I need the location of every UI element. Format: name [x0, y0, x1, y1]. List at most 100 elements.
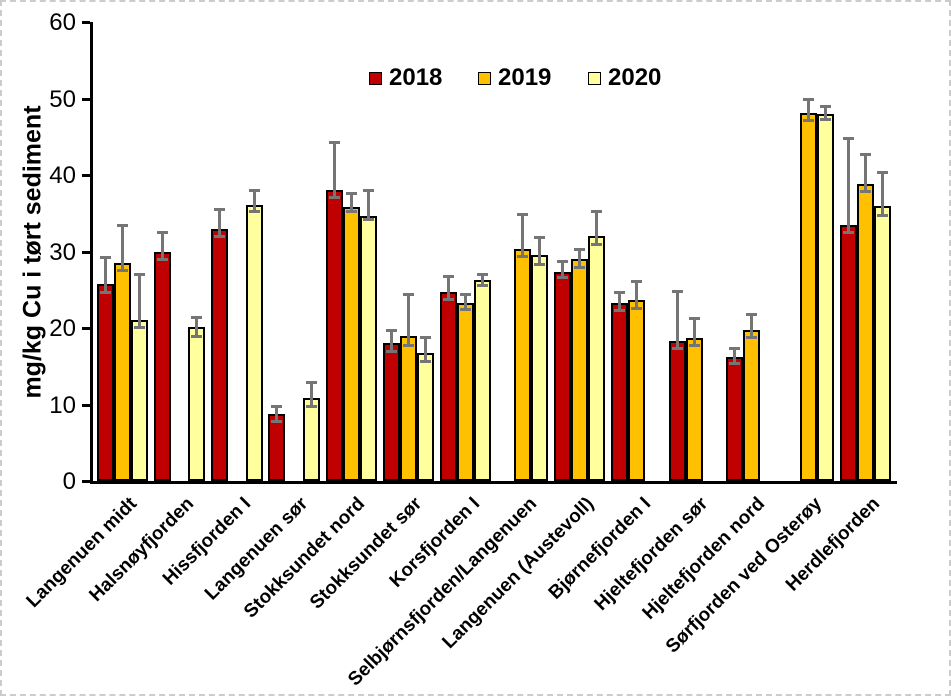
legend-swatch-2019 — [478, 71, 491, 85]
error-bar-stem — [732, 347, 736, 364]
error-bar-cap-top — [477, 272, 489, 276]
error-bar-cap-top — [271, 405, 283, 409]
legend-item-2019: 2019 — [478, 66, 551, 90]
error-bar-stem — [824, 106, 827, 120]
legend-label-2019: 2019 — [498, 64, 552, 91]
bar-2018-6 — [439, 292, 457, 481]
error-bar-cap-bottom — [688, 343, 700, 347]
error-bar-stem — [161, 231, 165, 260]
y-tick-label: 50 — [49, 85, 76, 113]
error-bar-stem — [618, 292, 622, 312]
error-bar-cap-bottom — [614, 309, 626, 313]
error-bar-stem — [749, 314, 753, 338]
y-axis-tick — [82, 97, 90, 101]
error-bar-stem — [578, 249, 582, 269]
bar-2020-7 — [531, 255, 549, 481]
error-bar-cap-top — [631, 280, 643, 284]
error-bar-stem — [561, 261, 565, 279]
error-bar-cap-top — [591, 209, 603, 213]
error-bar-stem — [332, 142, 336, 198]
bar-2018-0 — [97, 283, 114, 481]
x-axis-label: Langenuen sør — [201, 493, 313, 605]
error-bar-cap-bottom — [328, 195, 340, 199]
error-bar-cap-top — [248, 188, 260, 192]
bar-2018-13 — [839, 225, 857, 481]
y-axis-tick — [82, 480, 90, 483]
bar-2018-5 — [382, 342, 400, 481]
y-axis-tick — [82, 21, 90, 24]
error-bar-stem — [366, 190, 370, 221]
error-bar-cap-top — [134, 273, 146, 277]
error-bar-cap-top — [671, 290, 683, 294]
error-bar-cap-top — [100, 255, 111, 259]
error-bar-stem — [121, 224, 125, 272]
error-bar-cap-top — [157, 230, 169, 234]
error-bar-stem — [864, 153, 868, 192]
bar-2018-1 — [154, 251, 172, 481]
x-axis-label: Halsnøyfjorden — [85, 493, 198, 606]
legend-label-2018: 2018 — [389, 64, 443, 91]
legend-swatch-2020 — [588, 71, 601, 85]
error-bar-cap-top — [191, 316, 203, 320]
bar-2020-0 — [131, 320, 149, 481]
error-bar-cap-top — [385, 329, 397, 333]
error-bar-cap-top — [442, 274, 454, 278]
error-bar-cap-top — [214, 207, 226, 211]
error-bar-stem — [389, 330, 393, 352]
error-bar-cap-bottom — [100, 290, 111, 294]
error-bar-cap-bottom — [802, 118, 814, 122]
error-bar-stem — [846, 137, 850, 234]
error-bar-cap-bottom — [671, 346, 683, 350]
y-tick-label: 10 — [49, 391, 76, 419]
error-bar-stem — [635, 281, 639, 309]
error-bar-stem — [275, 406, 279, 423]
bar-2019-8 — [571, 259, 589, 481]
bar-2020-13 — [874, 206, 892, 481]
bar-2019-7 — [514, 249, 532, 481]
bar-2020-3 — [302, 398, 320, 481]
legend-item-2020: 2020 — [588, 66, 661, 90]
error-bar-stem — [595, 210, 599, 245]
error-bar-cap-top — [820, 105, 831, 109]
error-bar-cap-top — [517, 213, 529, 216]
error-bar-cap-top — [402, 293, 414, 297]
error-bar-cap-bottom — [402, 343, 414, 347]
error-bar-cap-bottom — [362, 218, 374, 222]
bar-2018-8 — [554, 272, 572, 481]
bar-2019-6 — [457, 302, 474, 481]
error-bar-stem — [349, 193, 353, 212]
bar-2019-13 — [857, 184, 875, 481]
bar-2019-10 — [685, 337, 703, 481]
error-bar-cap-top — [460, 292, 471, 296]
error-bar-cap-bottom — [442, 298, 454, 302]
y-tick-label: 30 — [49, 238, 76, 266]
error-bar-stem — [806, 98, 810, 121]
bar-2018-2 — [211, 228, 229, 481]
error-bar-cap-bottom — [557, 276, 569, 280]
legend-item-2018: 2018 — [369, 66, 442, 90]
y-tick-label: 60 — [49, 9, 76, 36]
error-bar-stem — [481, 273, 485, 286]
error-bar-cap-bottom — [877, 213, 889, 217]
error-bar-stem — [675, 291, 679, 349]
error-bar-cap-top — [557, 260, 569, 264]
error-bar-stem — [218, 208, 222, 237]
error-bar-cap-bottom — [477, 283, 489, 287]
error-bar-cap-top — [419, 336, 431, 340]
y-axis-tick — [82, 250, 90, 254]
bar-2020-2 — [245, 204, 263, 481]
y-tick-label: 0 — [62, 468, 76, 495]
legend-swatch-2018 — [369, 71, 382, 85]
bar-2018-3 — [268, 413, 286, 481]
error-bar-cap-bottom — [460, 308, 471, 312]
y-tick-label: 40 — [49, 162, 76, 189]
error-bar-cap-bottom — [134, 326, 146, 329]
error-bar-cap-top — [574, 248, 586, 252]
error-bar-stem — [881, 171, 885, 216]
error-bar-stem — [138, 274, 142, 328]
error-bar-cap-bottom — [574, 266, 586, 270]
error-bar-cap-top — [362, 189, 374, 193]
error-bar-cap-top — [842, 136, 854, 140]
